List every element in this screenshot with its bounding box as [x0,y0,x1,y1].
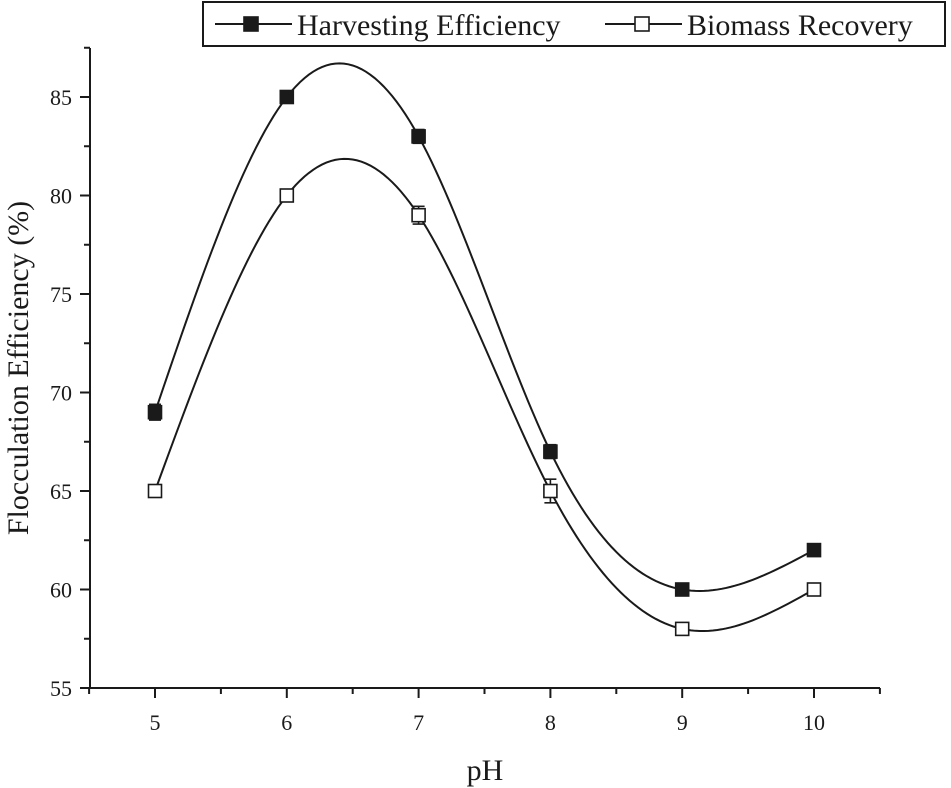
series-line-biomass-recovery [154,157,815,633]
y-tick-label-70: 70 [50,381,72,406]
series-harvesting-efficiency [147,62,822,597]
series-line-harvesting-efficiency [154,62,815,592]
point-biomass-recovery-9 [674,621,690,637]
point-biomass-recovery-8 [543,483,558,499]
point-harvesting-efficiency-9 [674,582,690,597]
x-axis-title: pH [467,754,504,787]
y-axis-title: Flocculation Efficiency (%) [2,201,35,535]
legend-marker-harvesting [243,16,259,32]
point-biomass-recovery-6 [279,188,295,203]
ticks-layer: 55 60 65 70 75 80 85 5 6 7 8 9 10 [50,46,881,735]
x-tick-label-9: 9 [677,710,688,735]
y-tick-label-75: 75 [50,282,72,307]
series-layer [147,62,822,637]
y-tick-label-80: 80 [50,184,72,209]
y-tick-label-60: 60 [50,578,72,603]
point-harvesting-efficiency-6 [279,89,295,105]
x-tick-label-10: 10 [803,710,825,735]
series-biomass-recovery [147,157,822,637]
point-harvesting-efficiency-10 [806,542,822,558]
point-harvesting-efficiency-5 [147,404,163,420]
point-biomass-recovery-5 [147,483,163,499]
point-biomass-recovery-10 [806,582,822,597]
x-tick-label-8: 8 [545,710,556,735]
point-harvesting-efficiency-7 [411,129,426,144]
point-harvesting-efficiency-8 [543,444,558,459]
legend-frame [202,1,946,47]
y-tick-label-85: 85 [50,85,72,110]
legend: Harvesting Efficiency Biomass Recovery [202,1,946,47]
x-tick-label-7: 7 [413,710,424,735]
legend-label-harvesting: Harvesting Efficiency [297,9,561,42]
x-tick-label-6: 6 [281,710,292,735]
y-tick-label-65: 65 [50,479,72,504]
legend-marker-biomass [634,16,650,32]
y-tick-label-55: 55 [50,676,72,701]
point-biomass-recovery-7 [411,207,426,223]
legend-label-biomass: Biomass Recovery [687,9,913,42]
x-tick-label-5: 5 [150,710,161,735]
